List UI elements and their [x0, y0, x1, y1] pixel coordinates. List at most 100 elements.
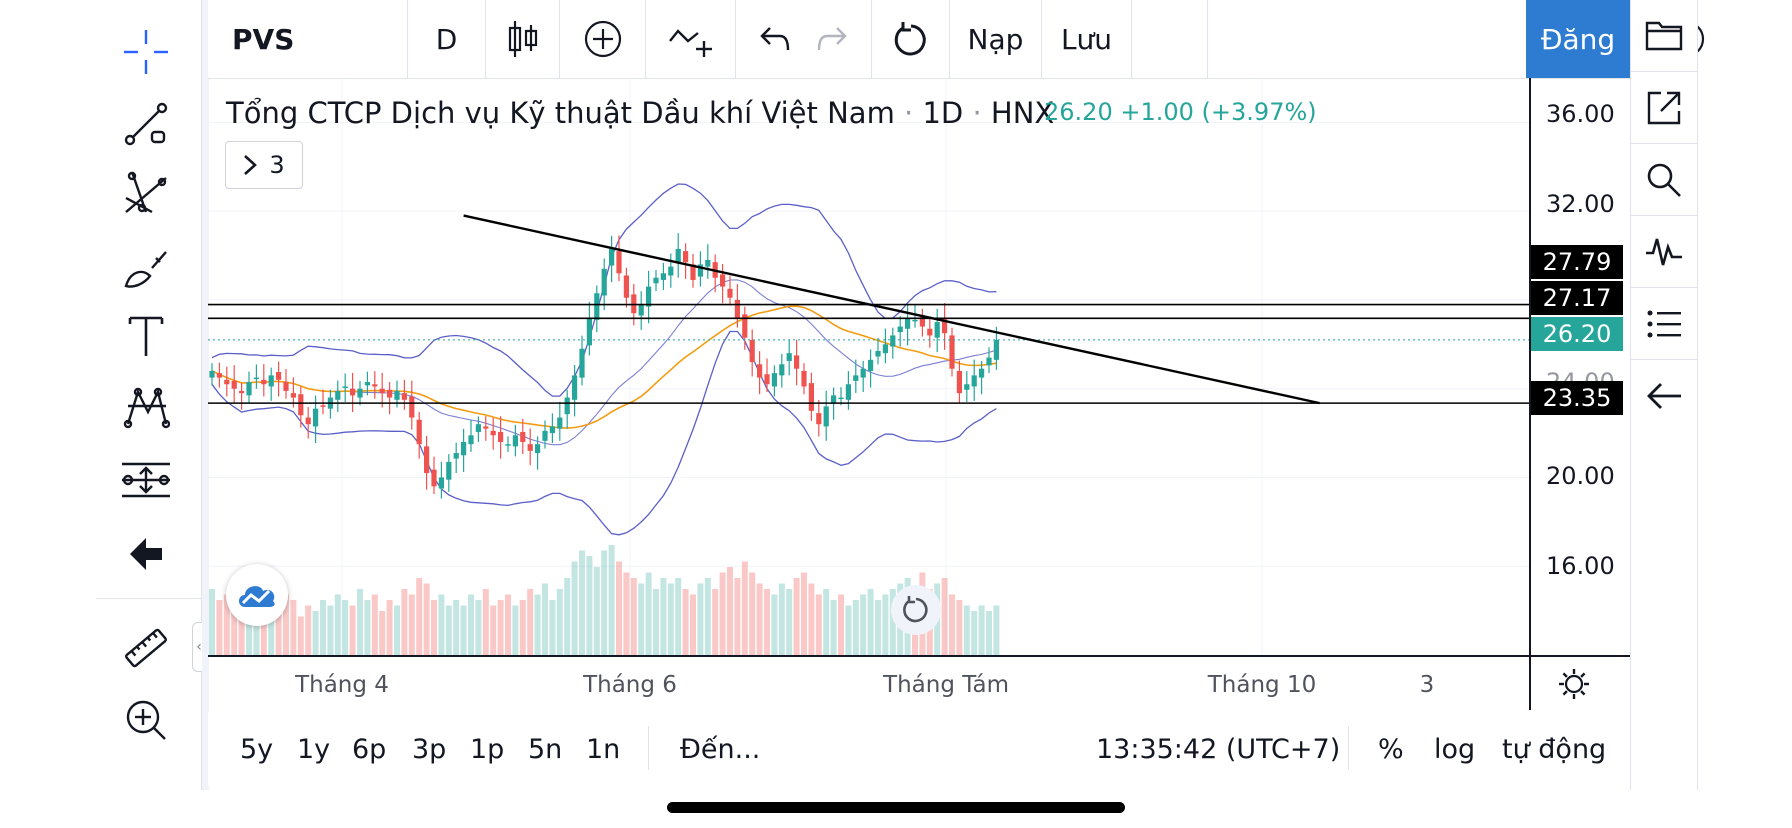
folder-icon — [1645, 21, 1683, 50]
candle-body — [794, 355, 800, 369]
crosshair-icon[interactable] — [116, 22, 176, 82]
gear-icon — [1559, 669, 1589, 699]
load-label: Nạp — [967, 22, 1024, 56]
candle-body — [357, 388, 363, 398]
volume-bar — [786, 589, 793, 655]
open-external-button[interactable] — [1631, 72, 1697, 144]
candle-body — [875, 350, 881, 357]
range-1y-button[interactable]: 1y — [297, 734, 331, 765]
pulse-button[interactable] — [1631, 216, 1697, 288]
hline-price-tag: 27.17 — [1531, 281, 1623, 315]
candle-body — [505, 444, 511, 446]
undo-icon[interactable] — [758, 24, 792, 54]
auto-scale-button[interactable]: tự động — [1502, 734, 1607, 765]
volume-bar — [438, 594, 445, 655]
candle-body — [276, 372, 282, 380]
volume-bar — [246, 611, 252, 655]
bottom-toolbar: 5y 1y 6p 3p 1p 5n 1n Đến... 13:35:42 (UT… — [208, 712, 1630, 786]
zoom-in-icon[interactable] — [116, 690, 176, 750]
home-indicator — [667, 802, 1125, 813]
chart-type-button[interactable] — [486, 0, 560, 78]
candle-body — [387, 389, 393, 398]
candle-body — [483, 426, 489, 429]
volume-bar — [830, 600, 837, 655]
publish-button[interactable]: Đăng — [1526, 0, 1630, 78]
fib-icon[interactable] — [116, 162, 176, 222]
volume-bar — [564, 578, 571, 655]
toolbar-divider — [96, 598, 204, 599]
range-3p-button[interactable]: 3p — [412, 734, 447, 765]
list-button[interactable] — [1631, 288, 1697, 360]
candle-body — [609, 248, 615, 266]
candle-body — [446, 461, 452, 480]
back-arrow-icon[interactable] — [116, 524, 176, 584]
candle-body — [890, 335, 896, 347]
candle-body — [209, 370, 215, 378]
candle-body — [564, 397, 570, 415]
interval-label: D — [435, 22, 458, 56]
candle-body — [572, 375, 578, 400]
candle-body — [646, 286, 652, 307]
volume-bar — [379, 611, 386, 655]
range-5n-button[interactable]: 5n — [528, 734, 563, 765]
indicators-toggle-button[interactable]: 3 — [225, 141, 303, 189]
volume-bar — [297, 616, 304, 655]
refresh-button[interactable] — [872, 0, 950, 78]
back-button[interactable] — [1631, 360, 1697, 432]
brush-icon[interactable] — [116, 238, 176, 298]
volume-bar — [216, 600, 223, 655]
compare-button[interactable] — [560, 0, 646, 78]
reset-chart-button[interactable] — [891, 585, 941, 635]
volume-bar — [963, 605, 970, 655]
range-6p-button[interactable]: 6p — [352, 734, 387, 765]
tradingview-logo-button[interactable] — [226, 564, 288, 626]
interval-button[interactable]: D — [408, 0, 486, 78]
clock-timezone[interactable]: 13:35:42 (UTC+7) — [1096, 734, 1341, 765]
list-icon — [1647, 310, 1681, 337]
volume-bar — [801, 572, 807, 655]
pattern-icon[interactable] — [116, 376, 176, 436]
volume-bar — [712, 589, 719, 655]
log-scale-button[interactable]: log — [1434, 734, 1476, 765]
redo-icon[interactable] — [815, 24, 849, 54]
volume-bar — [608, 545, 615, 655]
text-icon[interactable] — [116, 306, 176, 366]
volume-bar — [808, 583, 815, 655]
volume-bar — [764, 589, 770, 655]
candle-body — [268, 375, 274, 387]
volume-bar — [697, 583, 704, 655]
volume-bar — [823, 589, 830, 655]
range-5y-button[interactable]: 5y — [240, 734, 274, 765]
folder-button[interactable] — [1631, 0, 1697, 72]
trendline — [463, 214, 1320, 405]
volume-bar — [793, 578, 800, 655]
volume-bar — [416, 578, 423, 655]
bottom-separator — [1348, 726, 1349, 770]
volume-bar — [771, 594, 778, 655]
price-chart[interactable] — [208, 78, 1630, 656]
volume-bar — [971, 611, 978, 655]
range-1n-button[interactable]: 1n — [586, 734, 621, 765]
legend-separator: · — [972, 96, 982, 130]
chart-settings-button[interactable] — [1556, 666, 1592, 702]
volume-bar — [645, 572, 652, 655]
toolbar-spacer — [1132, 0, 1208, 78]
symbol-legend[interactable]: Tổng CTCP Dịch vụ Kỹ thuật Dầu khí Việt … — [226, 96, 1054, 130]
position-icon[interactable] — [116, 450, 176, 510]
trendline-icon[interactable] — [116, 94, 176, 154]
search-button[interactable] — [1631, 144, 1697, 216]
indicators-count: 3 — [269, 151, 285, 179]
ruler-icon[interactable] — [116, 618, 176, 678]
save-button[interactable]: Lưu — [1042, 0, 1132, 78]
symbol-search-button[interactable]: PVS — [208, 0, 408, 78]
percent-scale-button[interactable]: % — [1378, 734, 1404, 765]
candle-body — [779, 364, 785, 376]
candle-body — [912, 319, 918, 322]
goto-date-button[interactable]: Đến... — [680, 734, 761, 765]
candle-body — [468, 435, 474, 445]
collapse-toolbar-button[interactable]: ‹ — [192, 622, 205, 672]
candle-body — [453, 453, 459, 459]
indicators-button[interactable] — [646, 0, 736, 78]
range-1p-button[interactable]: 1p — [470, 734, 505, 765]
load-button[interactable]: Nạp — [950, 0, 1042, 78]
